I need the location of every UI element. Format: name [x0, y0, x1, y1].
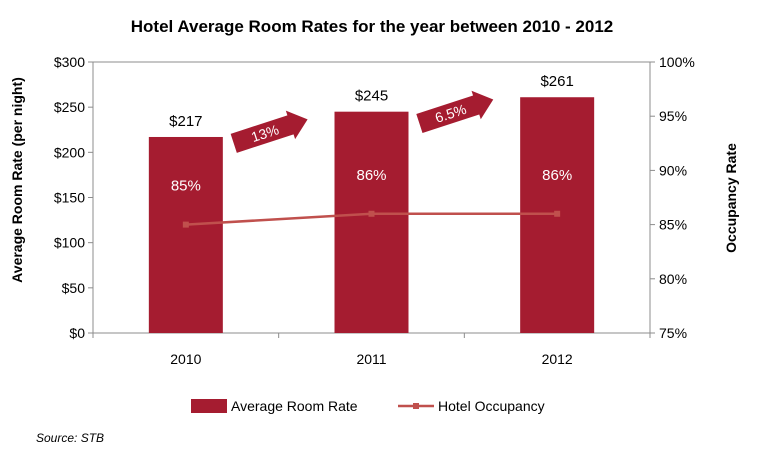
x-tick-label: 2012 — [542, 351, 573, 367]
y-tick-label: $150 — [54, 190, 85, 206]
legend-label-line: Hotel Occupancy — [438, 398, 545, 414]
y-tick-label: $50 — [62, 280, 86, 296]
bar-2011 — [334, 111, 409, 333]
y2-tick-label: 90% — [659, 162, 687, 178]
y2-tick-label: 75% — [659, 325, 687, 341]
bar-value-label: $217 — [169, 113, 202, 130]
legend: Average Room Rate Hotel Occupancy — [191, 398, 545, 414]
occupancy-value-label: 86% — [542, 167, 572, 184]
axes: $0 $50 $100 $150 $200 $250 $300 75% 80% 85% 90% 95%… — [54, 54, 695, 367]
growth-arrow: 13% — [230, 110, 308, 153]
bars — [148, 97, 595, 333]
occupancy-value-label: 85% — [171, 178, 201, 195]
source-note: Source: STB — [36, 431, 105, 445]
bar-value-label: $261 — [540, 73, 573, 90]
occupancy-point-2010 — [182, 221, 189, 228]
legend-swatch-bar — [191, 399, 227, 413]
growth-arrow-shape — [416, 90, 494, 133]
occupancy-value-label: 86% — [356, 167, 386, 184]
y2-tick-label: 95% — [659, 108, 687, 124]
y2-tick-label: 85% — [659, 217, 687, 233]
y-tick-label: $0 — [69, 325, 85, 341]
y2-axis-label: Occupancy Rate — [723, 143, 739, 253]
chart-title: Hotel Average Room Rates for the year be… — [131, 17, 613, 36]
y-tick-label: $100 — [54, 235, 85, 251]
occupancy-point-2012 — [554, 210, 561, 217]
y-tick-label: $300 — [54, 54, 85, 70]
growth-arrow-label: 13% — [249, 121, 281, 145]
bar-value-label: $245 — [355, 88, 388, 105]
y2-tick-label: 80% — [659, 271, 687, 287]
occupancy-line — [182, 210, 561, 228]
y-tick-label: $200 — [54, 144, 85, 160]
x-tick-label: 2010 — [170, 351, 201, 367]
growth-arrow: 6.5% — [416, 90, 494, 133]
y-tick-label: $250 — [54, 99, 85, 115]
y2-tick-label: 100% — [659, 54, 695, 70]
occupancy-point-2011 — [368, 210, 375, 217]
y-axis-label: Average Room Rate (per night) — [9, 77, 25, 283]
data-labels: $217 $245 $261 85% 86% 86% — [169, 73, 574, 194]
bar-2010 — [148, 136, 223, 333]
legend-label-bar: Average Room Rate — [231, 398, 358, 414]
legend-swatch-marker — [413, 403, 419, 409]
growth-arrow-shape — [230, 110, 308, 153]
x-tick-label: 2011 — [356, 351, 386, 367]
